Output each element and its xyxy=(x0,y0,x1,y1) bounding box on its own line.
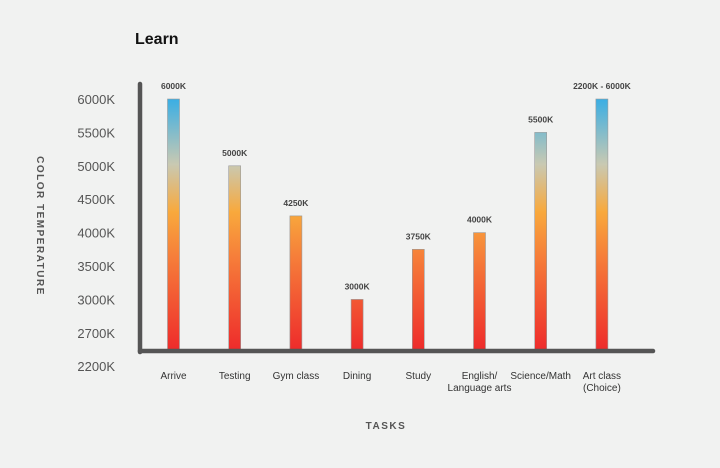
x-tick-label: Testing xyxy=(219,371,251,382)
data-label: 2200K - 6000K xyxy=(573,81,632,91)
x-tick-label: English/Language arts xyxy=(448,371,512,394)
x-tick-label: Art class (Choice) xyxy=(583,371,621,394)
chart-title: Learn xyxy=(135,31,179,48)
bar xyxy=(473,232,486,351)
y-tick-label: 6000K xyxy=(77,92,115,107)
x-tick-label: Arrive xyxy=(160,371,187,382)
data-label: 3000K xyxy=(345,281,371,291)
bar xyxy=(350,299,364,351)
x-axis-title: TASKS xyxy=(366,421,407,432)
bar xyxy=(595,98,609,351)
data-label: 4250K xyxy=(283,198,309,208)
data-label: 6000K xyxy=(161,81,187,91)
y-axis-title: COLOR TEMPERATURE xyxy=(34,156,45,296)
data-label: 4000K xyxy=(467,215,493,225)
data-label: 5000K xyxy=(222,148,248,158)
bar xyxy=(167,98,180,351)
y-tick-label: 2700K xyxy=(77,326,115,341)
y-tick-label: 4000K xyxy=(77,226,115,241)
bar xyxy=(289,215,303,351)
bars xyxy=(167,98,609,351)
x-tick-label: Science/Math xyxy=(510,371,571,382)
y-tick-label: 5000K xyxy=(77,159,115,174)
data-label: 3750K xyxy=(406,231,432,241)
value-labels: 6000K 5000K 4250K 3000K 3750K 4000K 5500K 2200K… xyxy=(161,81,632,291)
x-tick-label: Gym class xyxy=(273,371,320,382)
y-axis-ticks: 6000K 5500K 5000K 4500K 4000K 3500K 3000K 2700K… xyxy=(77,92,115,374)
bar xyxy=(411,249,425,351)
bar xyxy=(534,132,548,351)
x-axis-ticks: Arrive Testing Gym class Dining Study English… xyxy=(160,371,621,394)
bar xyxy=(228,165,241,351)
y-tick-label: 3000K xyxy=(77,292,115,307)
data-label: 5500K xyxy=(528,114,554,124)
x-tick-label: Dining xyxy=(343,371,371,382)
y-tick-label: 3500K xyxy=(77,259,115,274)
y-tick-label: 4500K xyxy=(77,192,115,207)
y-tick-label: 5500K xyxy=(77,125,115,140)
y-tick-label: 2200K xyxy=(77,359,115,374)
x-tick-label: Study xyxy=(406,371,432,382)
